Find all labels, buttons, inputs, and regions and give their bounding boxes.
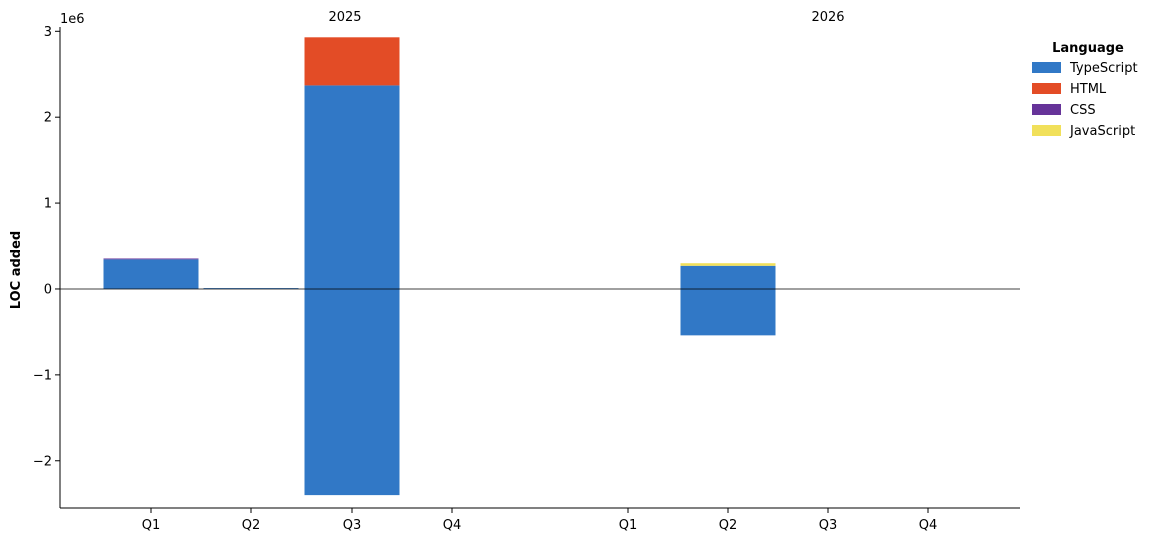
x-tick-label: Q1	[619, 518, 638, 533]
y-axis-label: LOC added	[9, 231, 24, 309]
bar-segment	[103, 259, 199, 289]
y-tick-label: 3	[44, 25, 52, 40]
y-tick-label: −2	[33, 454, 52, 469]
legend-title: Language	[1052, 41, 1124, 56]
x-tick-label: Q2	[719, 518, 738, 533]
bars-layer	[103, 37, 776, 496]
y-offset-label: 1e6	[60, 12, 85, 27]
legend-label: JavaScript	[1069, 124, 1135, 139]
legend-swatch	[1032, 62, 1061, 73]
legend-swatch	[1032, 125, 1061, 136]
x-tick-label: Q4	[919, 518, 938, 533]
legend: Language TypeScript HTML CSS JavaScript	[1032, 41, 1138, 139]
bar-segment	[680, 265, 776, 289]
bar-segment	[203, 288, 299, 289]
group-label: 2026	[811, 10, 844, 25]
bar-segment	[304, 288, 400, 496]
legend-label: HTML	[1070, 82, 1107, 97]
y-tick-label: 2	[44, 111, 52, 126]
legend-label: CSS	[1070, 103, 1096, 118]
x-tick-label: Q2	[242, 518, 261, 533]
x-tick-label: Q3	[343, 518, 362, 533]
legend-swatch	[1032, 104, 1061, 115]
group-labels: 2025 2026	[328, 10, 844, 25]
bar-segment	[103, 258, 199, 260]
bar-segment	[304, 85, 400, 289]
x-ticks: Q1 Q2 Q3 Q4 Q1 Q2 Q3 Q4	[142, 508, 938, 533]
legend-items: TypeScript HTML CSS JavaScript	[1032, 61, 1138, 139]
x-tick-label: Q1	[142, 518, 161, 533]
y-tick-label: 1	[44, 197, 52, 212]
legend-label: TypeScript	[1069, 61, 1138, 76]
y-tick-label: 0	[44, 282, 52, 297]
bar-segment	[680, 288, 776, 336]
bar-segment	[304, 37, 400, 86]
bar-segment	[680, 263, 776, 266]
legend-swatch	[1032, 83, 1061, 94]
group-label: 2025	[328, 10, 361, 25]
x-tick-label: Q3	[819, 518, 838, 533]
x-tick-label: Q4	[443, 518, 462, 533]
y-ticks: −2 −1 0 1 2 3	[33, 25, 60, 469]
y-tick-label: −1	[33, 368, 52, 383]
